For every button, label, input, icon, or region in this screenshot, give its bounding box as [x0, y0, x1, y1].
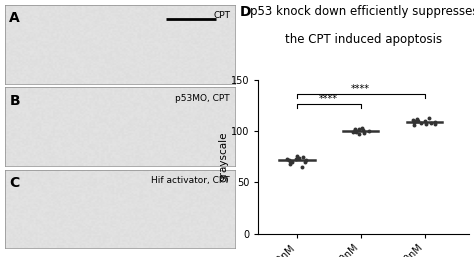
Point — [351, 129, 359, 133]
Text: B: B — [9, 94, 20, 108]
Text: CPT: CPT — [213, 11, 230, 20]
Point — [299, 155, 307, 159]
Y-axis label: grayscale: grayscale — [218, 132, 228, 182]
Point — [410, 123, 418, 127]
Point — [286, 159, 294, 163]
Point — [425, 116, 433, 120]
Text: ****: **** — [319, 94, 338, 104]
Point — [283, 157, 291, 161]
Point — [352, 130, 359, 134]
Point — [286, 162, 294, 166]
Text: C: C — [9, 176, 19, 190]
Point — [301, 160, 309, 164]
Point — [427, 121, 435, 125]
Point — [431, 120, 439, 124]
Point — [360, 131, 367, 135]
Point — [413, 118, 421, 122]
Point — [417, 121, 424, 125]
Point — [292, 157, 300, 161]
Point — [413, 117, 420, 121]
Point — [356, 132, 363, 136]
Text: the CPT induced apoptosis: the CPT induced apoptosis — [285, 33, 442, 47]
Point — [359, 128, 367, 132]
Point — [422, 122, 430, 126]
Text: p53 knock down efficiently suppresses: p53 knock down efficiently suppresses — [249, 5, 474, 18]
Text: ****: **** — [351, 84, 370, 94]
Point — [365, 129, 373, 133]
Text: D: D — [239, 5, 251, 19]
Point — [352, 129, 360, 133]
Point — [410, 120, 417, 124]
Point — [298, 165, 306, 169]
Point — [288, 160, 296, 164]
Point — [409, 118, 417, 122]
Point — [414, 119, 421, 123]
Point — [352, 128, 359, 132]
Point — [421, 119, 428, 123]
Point — [412, 119, 420, 123]
Point — [349, 130, 356, 134]
Point — [295, 156, 303, 160]
Text: A: A — [9, 11, 20, 25]
Text: p53MO, CPT: p53MO, CPT — [175, 94, 230, 103]
Point — [302, 158, 310, 162]
Point — [359, 126, 366, 130]
Point — [286, 158, 293, 162]
Point — [351, 127, 359, 131]
Point — [431, 122, 439, 126]
Point — [293, 154, 301, 158]
Point — [355, 127, 363, 131]
Text: Hif activator, CPT: Hif activator, CPT — [151, 176, 230, 185]
